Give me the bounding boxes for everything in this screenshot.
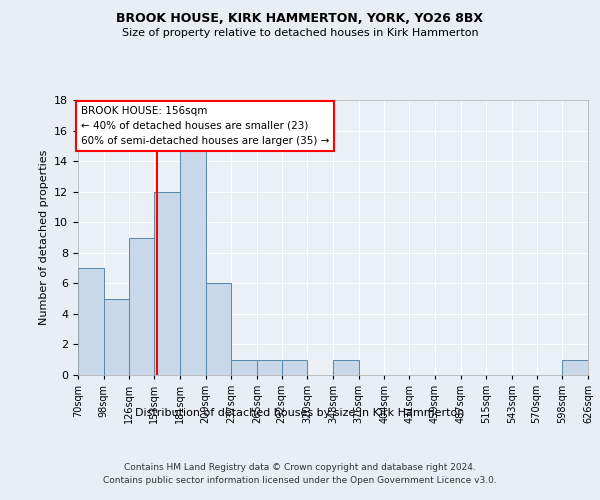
Bar bbox=[130, 238, 154, 375]
Bar bbox=[180, 146, 206, 375]
Text: Size of property relative to detached houses in Kirk Hammerton: Size of property relative to detached ho… bbox=[122, 28, 478, 38]
Text: BROOK HOUSE: 156sqm
← 40% of detached houses are smaller (23)
60% of semi-detach: BROOK HOUSE: 156sqm ← 40% of detached ho… bbox=[81, 106, 329, 146]
Bar bbox=[104, 298, 130, 375]
Text: BROOK HOUSE, KIRK HAMMERTON, YORK, YO26 8BX: BROOK HOUSE, KIRK HAMMERTON, YORK, YO26 … bbox=[116, 12, 484, 26]
Bar bbox=[78, 268, 104, 375]
Bar bbox=[154, 192, 180, 375]
Bar bbox=[562, 360, 588, 375]
Text: Contains HM Land Registry data © Crown copyright and database right 2024.: Contains HM Land Registry data © Crown c… bbox=[124, 462, 476, 471]
Bar bbox=[281, 360, 307, 375]
Bar bbox=[257, 360, 281, 375]
Text: Distribution of detached houses by size in Kirk Hammerton: Distribution of detached houses by size … bbox=[136, 408, 464, 418]
Bar bbox=[333, 360, 359, 375]
Bar bbox=[231, 360, 257, 375]
Bar bbox=[206, 284, 231, 375]
Y-axis label: Number of detached properties: Number of detached properties bbox=[38, 150, 49, 325]
Text: Contains public sector information licensed under the Open Government Licence v3: Contains public sector information licen… bbox=[103, 476, 497, 485]
